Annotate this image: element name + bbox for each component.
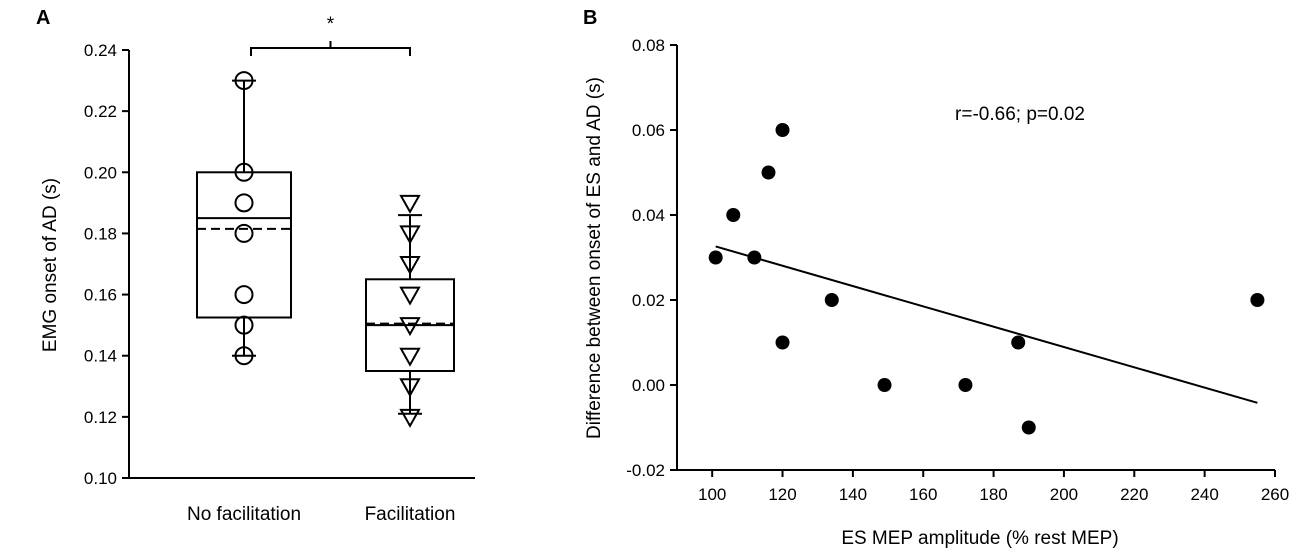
- significance-bracket: [250, 41, 411, 56]
- scatter-point: [761, 165, 776, 180]
- panel-b-x-tick-label: 140: [839, 485, 867, 504]
- panel-b-x-tick-label: 240: [1190, 485, 1218, 504]
- data-point-circle: [234, 285, 254, 305]
- panel-b-x-tick-label: 120: [768, 485, 796, 504]
- scatter-point: [775, 335, 790, 350]
- panel-b-y-tick-label: 0.04: [632, 206, 665, 225]
- data-point-circle: [234, 71, 254, 91]
- panel-b-x-tick-label: 200: [1050, 485, 1078, 504]
- panel-b-y-tick-label: 0.06: [632, 121, 665, 140]
- panel-b-x-tick-label: 220: [1120, 485, 1148, 504]
- panel-b-plot: -0.02 0.00 0.02 0.04 0.06 0.08 100 120 140 160 180…: [626, 36, 1289, 504]
- panel-b-ylabel: Difference between onset of ES and AD (s…: [584, 77, 605, 439]
- data-point-circle: [234, 315, 254, 335]
- scatter-point: [1011, 335, 1026, 350]
- panel-a-plot: 0.10 0.12 0.14 0.16 0.18 0.20 0.22 0.24 * No faci…: [84, 14, 475, 525]
- category-label: No facilitation: [187, 504, 301, 525]
- scatter-point: [958, 378, 973, 392]
- scatter-point: [775, 123, 790, 137]
- scatter-point: [747, 250, 762, 265]
- panel-b-y-tick-label: 0.02: [632, 291, 665, 310]
- panel-a-ylabel: EMG onset of AD (s): [40, 178, 61, 352]
- data-point-circle: [234, 346, 254, 366]
- data-point-circle: [234, 193, 254, 213]
- panel-a-y-tick-label: 0.24: [84, 41, 117, 60]
- panel-b-y-tick-label: 0.00: [632, 376, 665, 395]
- panel-a-y-tick-label: 0.22: [84, 102, 117, 121]
- data-point-triangle: [399, 408, 421, 428]
- scatter-point: [824, 293, 839, 307]
- significance-marker: *: [327, 14, 335, 35]
- panel-b-x-tick-label: 100: [698, 485, 726, 504]
- category-label: Facilitation: [365, 504, 456, 525]
- panel-b-annotation: r=-0.66; p=0.02: [955, 104, 1085, 125]
- panel-b-y-tick-label: 0.08: [632, 36, 665, 55]
- panel-b-xlabel: ES MEP amplitude (% rest MEP): [841, 528, 1118, 549]
- data-point-circle: [234, 223, 254, 243]
- data-point-triangle: [399, 194, 421, 214]
- scatter-point: [708, 250, 723, 265]
- scatter-point: [1250, 293, 1265, 307]
- panel-a-y-tick-label: 0.18: [84, 224, 117, 243]
- regression-line: [715, 245, 1258, 404]
- panel-a-y-tick-label: 0.20: [84, 163, 117, 182]
- panel-a-y-tick-label: 0.16: [84, 286, 117, 305]
- data-point-triangle: [399, 317, 421, 337]
- scatter-point: [877, 378, 892, 392]
- data-point-triangle: [399, 378, 421, 398]
- data-point-triangle: [399, 225, 421, 245]
- data-point-triangle: [399, 256, 421, 276]
- panel-b-x-tick-label: 160: [909, 485, 937, 504]
- panel-b-y-tick-label: -0.02: [626, 461, 665, 480]
- scatter-point: [726, 208, 741, 222]
- panel-b-x-tick-label: 180: [979, 485, 1007, 504]
- panel-b-x-tick-label: 260: [1261, 485, 1289, 504]
- panel-a-label: A: [36, 7, 50, 29]
- data-point-triangle: [399, 347, 421, 367]
- scatter-point: [1021, 420, 1036, 435]
- panel-b-label: B: [583, 7, 597, 29]
- panel-a-y-tick-label: 0.14: [84, 347, 117, 366]
- panel-a-y-tick-label: 0.10: [84, 469, 117, 488]
- data-point-circle: [234, 162, 254, 182]
- panel-a-y-tick-label: 0.12: [84, 408, 117, 427]
- data-point-triangle: [399, 286, 421, 306]
